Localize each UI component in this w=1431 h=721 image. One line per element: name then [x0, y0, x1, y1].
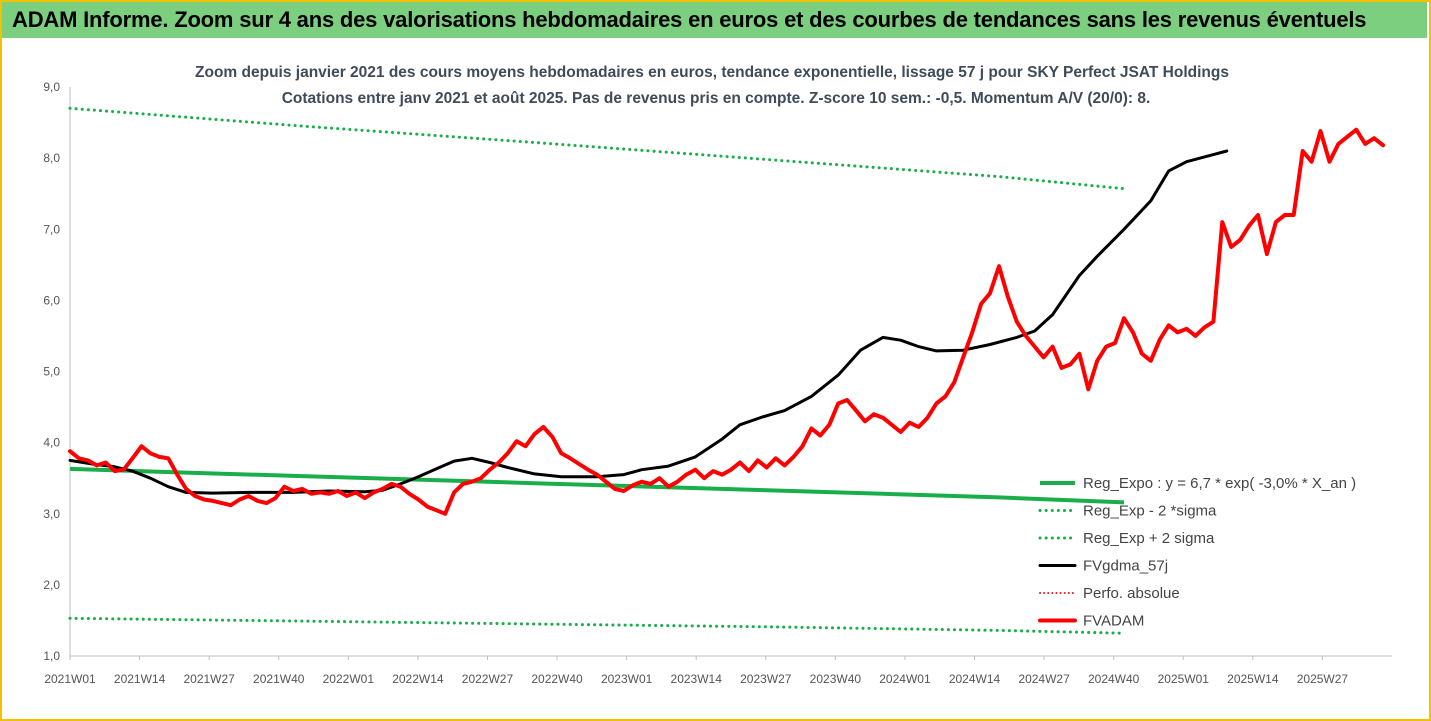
- fvgdma-57j-line: [68, 149, 1229, 495]
- x-tick-label: 2024W40: [1088, 672, 1140, 686]
- reg-expo-line: [69, 466, 1125, 505]
- x-tick-label: 2021W14: [114, 672, 166, 686]
- x-tick-label: 2025W01: [1158, 672, 1210, 686]
- legend-label: FVADAM: [1083, 613, 1144, 630]
- x-tick-label: 2024W27: [1018, 672, 1070, 686]
- x-tick-label: 2023W01: [601, 672, 653, 686]
- legend-label: Reg_Exp - 2 *sigma: [1083, 503, 1217, 520]
- legend-label: Perfo. absolue: [1083, 585, 1180, 602]
- x-tick-label: 2022W27: [462, 672, 514, 686]
- chart-title: Zoom depuis janvier 2021 des cours moyen…: [195, 64, 1229, 81]
- legend-label: Reg_Expo : y = 6,7 * exp( -3,0% * X_an ): [1083, 475, 1356, 492]
- x-tick-label: 2024W14: [949, 672, 1001, 686]
- fvadam-line: [68, 127, 1386, 516]
- legend-label: Reg_Exp + 2 sigma: [1083, 530, 1215, 547]
- y-tick-label: 1,0: [43, 649, 60, 663]
- chart-subtitle: Cotations entre janv 2021 et août 2025. …: [282, 90, 1151, 107]
- y-tick-label: 9,0: [43, 80, 60, 94]
- x-tick-label: 2022W40: [531, 672, 583, 686]
- x-tick-label: 2021W40: [253, 672, 305, 686]
- x-tick-label: 2023W27: [740, 672, 792, 686]
- x-tick-label: 2025W14: [1227, 672, 1279, 686]
- y-tick-label: 8,0: [43, 151, 60, 165]
- plot-area: [68, 106, 1386, 635]
- y-tick-label: 5,0: [43, 365, 60, 379]
- chart-axes: 1,0 2,0 3,0 4,0 5,0 6,0 7,0 8,0 9,0 2021W01 2021W1…: [43, 80, 1392, 686]
- x-tick-label: 2022W01: [323, 672, 375, 686]
- x-tick-label: 2022W14: [392, 672, 444, 686]
- chart-legend: Reg_Expo : y = 6,7 * exp( -3,0% * X_an )…: [1038, 475, 1356, 630]
- x-tick-label: 2021W01: [44, 672, 96, 686]
- y-tick-label: 6,0: [43, 293, 60, 307]
- y-tick-label: 3,0: [43, 507, 60, 521]
- y-tick-label: 7,0: [43, 222, 60, 236]
- x-tick-label: 2023W40: [810, 672, 862, 686]
- reg-minus-2sigma-line: [68, 616, 1126, 635]
- legend-label: FVgdma_57j: [1083, 558, 1168, 575]
- x-tick-label: 2025W27: [1297, 672, 1349, 686]
- y-tick-label: 2,0: [43, 578, 60, 592]
- x-tick-label: 2024W01: [879, 672, 931, 686]
- reg-plus-2sigma-line: [68, 106, 1126, 191]
- x-tick-label: 2021W27: [183, 672, 235, 686]
- x-tick-label: 2023W14: [671, 672, 723, 686]
- report-banner: ADAM Informe. Zoom sur 4 ans des valoris…: [2, 2, 1427, 38]
- y-tick-label: 4,0: [43, 436, 60, 450]
